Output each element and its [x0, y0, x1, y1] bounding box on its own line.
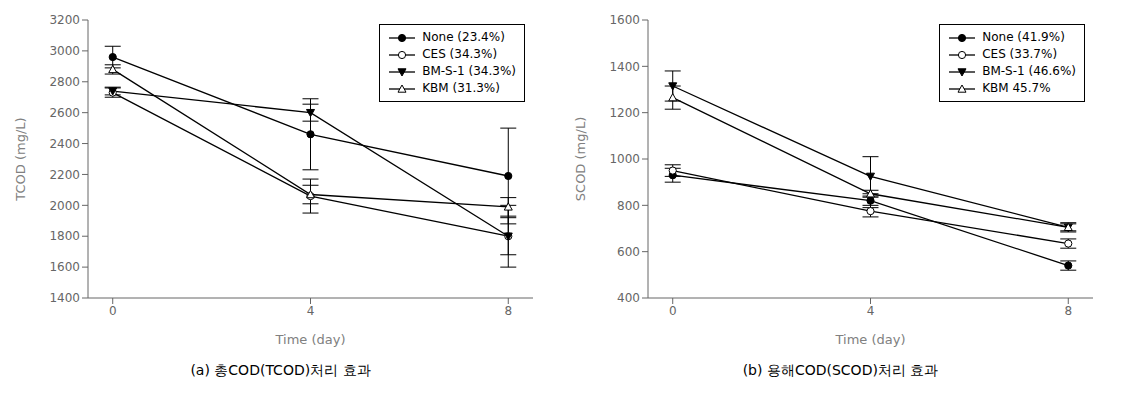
- svg-text:1600: 1600: [609, 13, 640, 27]
- html-text:None (23.4%): None (23.4%): [422, 30, 505, 44]
- svg-text:Time (day): Time (day): [834, 332, 905, 347]
- svg-text:TCOD (mg/L): TCOD (mg/L): [13, 117, 28, 201]
- html-text:KBM 45.7%: KBM 45.7%: [982, 81, 1051, 95]
- svg-text:8: 8: [504, 304, 512, 318]
- html-text:BM-S-1 (34.3%): BM-S-1 (34.3%): [422, 64, 516, 78]
- svg-text:1200: 1200: [609, 106, 640, 120]
- svg-text:1000: 1000: [609, 152, 640, 166]
- svg-text:4: 4: [867, 304, 875, 318]
- svg-text:2000: 2000: [49, 199, 80, 213]
- svg-text:Time (day): Time (day): [274, 332, 345, 347]
- svg-text:1600: 1600: [49, 260, 80, 274]
- html-text:CES (34.3%): CES (34.3%): [422, 47, 498, 61]
- svg-text:0: 0: [109, 304, 117, 318]
- svg-text:600: 600: [617, 245, 640, 259]
- svg-text:800: 800: [617, 199, 640, 213]
- html-text:None (41.9%): None (41.9%): [982, 30, 1065, 44]
- svg-text:4: 4: [307, 304, 315, 318]
- svg-text:2200: 2200: [49, 168, 80, 182]
- svg-text:8: 8: [1064, 304, 1072, 318]
- html-text:KBM (31.3%): KBM (31.3%): [422, 81, 500, 95]
- svg-text:2400: 2400: [49, 137, 80, 151]
- html-text:BM-S-1 (46.6%): BM-S-1 (46.6%): [982, 64, 1076, 78]
- svg-text:400: 400: [617, 291, 640, 305]
- html-text:(b) 용해COD(SCOD)처리 효과: (b) 용해COD(SCOD)처리 효과: [742, 362, 939, 378]
- svg-text:0: 0: [669, 304, 677, 318]
- svg-text:2600: 2600: [49, 106, 80, 120]
- svg-text:1400: 1400: [609, 60, 640, 74]
- html-text:(a) 총COD(TCOD)처리 효과: (a) 총COD(TCOD)처리 효과: [190, 362, 371, 378]
- svg-text:2800: 2800: [49, 75, 80, 89]
- html-text:CES (33.7%): CES (33.7%): [982, 47, 1058, 61]
- svg-text:1400: 1400: [49, 291, 80, 305]
- svg-text:SCOD (mg/L): SCOD (mg/L): [573, 117, 588, 201]
- svg-text:3000: 3000: [49, 44, 80, 58]
- svg-text:1800: 1800: [49, 229, 80, 243]
- svg-text:3200: 3200: [49, 13, 80, 27]
